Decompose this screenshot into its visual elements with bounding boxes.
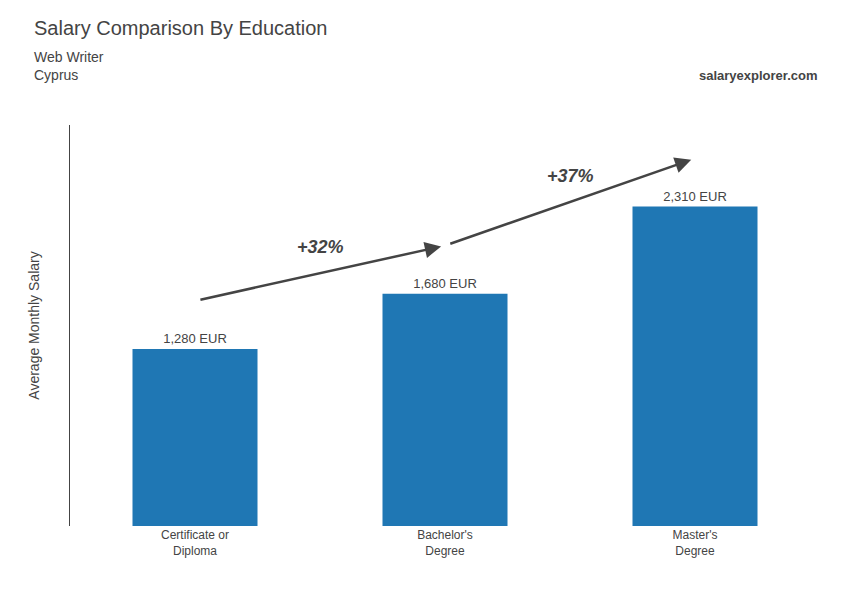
svg-text:Salary Comparison By Education: Salary Comparison By Education xyxy=(34,17,327,39)
svg-text:salaryexplorer.com: salaryexplorer.com xyxy=(699,68,818,83)
svg-text:Bachelor'sDegree: Bachelor'sDegree xyxy=(417,528,473,558)
svg-text:Web WriterCyprus: Web WriterCyprus xyxy=(34,49,104,83)
svg-text:Certificate orDiploma: Certificate orDiploma xyxy=(161,528,229,558)
svg-text:+32%: +32% xyxy=(297,237,344,257)
svg-text:Average Monthly Salary: Average Monthly Salary xyxy=(26,251,42,399)
svg-text:1,280 EUR: 1,280 EUR xyxy=(163,331,227,346)
svg-text:Master'sDegree: Master'sDegree xyxy=(673,528,718,558)
svg-text:+37%: +37% xyxy=(547,166,594,186)
svg-text:1,680 EUR: 1,680 EUR xyxy=(413,276,477,291)
svg-text:2,310 EUR: 2,310 EUR xyxy=(663,189,727,204)
